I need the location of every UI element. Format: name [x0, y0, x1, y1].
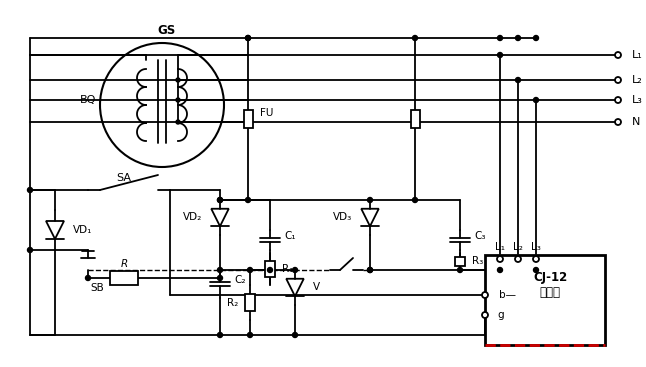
Text: GS: GS — [158, 23, 176, 36]
Circle shape — [534, 36, 539, 40]
Bar — [244, 110, 253, 128]
Circle shape — [267, 268, 273, 273]
Text: b—: b— — [499, 290, 516, 300]
Circle shape — [368, 197, 373, 203]
Circle shape — [218, 333, 222, 338]
Text: L₃: L₃ — [531, 242, 541, 252]
Circle shape — [247, 333, 253, 338]
Circle shape — [482, 312, 488, 318]
Text: VD₃: VD₃ — [333, 212, 352, 222]
Text: R₁: R₁ — [282, 264, 293, 274]
Circle shape — [28, 188, 32, 193]
Text: VD₂: VD₂ — [183, 212, 202, 222]
Circle shape — [413, 36, 417, 40]
Circle shape — [516, 77, 521, 83]
Circle shape — [615, 97, 621, 103]
Circle shape — [218, 276, 222, 280]
Circle shape — [293, 333, 298, 338]
Circle shape — [615, 52, 621, 58]
Text: BQ: BQ — [80, 95, 96, 105]
Bar — [410, 110, 419, 128]
Circle shape — [245, 36, 251, 40]
Circle shape — [245, 36, 251, 40]
Circle shape — [497, 268, 503, 273]
Circle shape — [176, 98, 180, 102]
Circle shape — [368, 268, 373, 273]
Bar — [110, 271, 138, 285]
Circle shape — [533, 256, 539, 262]
Circle shape — [534, 98, 539, 102]
Circle shape — [28, 247, 32, 252]
Circle shape — [247, 268, 253, 273]
Text: R₂: R₂ — [227, 298, 238, 308]
Bar — [265, 261, 275, 277]
Circle shape — [534, 268, 539, 273]
Circle shape — [293, 268, 298, 273]
Circle shape — [615, 77, 621, 83]
Text: 调节器: 调节器 — [539, 287, 561, 299]
Circle shape — [218, 268, 222, 273]
Circle shape — [516, 36, 521, 40]
Circle shape — [497, 36, 503, 40]
Circle shape — [497, 256, 503, 262]
Text: SA: SA — [116, 173, 132, 183]
Text: C₁: C₁ — [284, 231, 296, 241]
Text: g: g — [497, 310, 504, 320]
Text: R: R — [120, 259, 128, 269]
Circle shape — [457, 268, 463, 273]
Circle shape — [218, 197, 222, 203]
Text: L₁: L₁ — [495, 242, 505, 252]
Circle shape — [413, 197, 417, 203]
Bar — [485, 255, 605, 345]
Circle shape — [615, 119, 621, 125]
Circle shape — [176, 78, 180, 82]
Text: L₃: L₃ — [632, 95, 643, 105]
Text: N: N — [632, 117, 640, 127]
Circle shape — [245, 197, 251, 203]
Text: SB: SB — [90, 283, 104, 293]
Bar — [245, 294, 255, 311]
Text: CJ-12: CJ-12 — [533, 270, 567, 283]
Circle shape — [85, 276, 90, 280]
Circle shape — [218, 197, 222, 203]
Circle shape — [497, 52, 503, 58]
Text: FU: FU — [260, 108, 273, 118]
Text: V: V — [313, 283, 320, 292]
Text: R₃: R₃ — [472, 257, 483, 266]
Text: VD₁: VD₁ — [73, 225, 92, 235]
Bar — [455, 257, 465, 266]
Text: L₂: L₂ — [632, 75, 643, 85]
Circle shape — [482, 292, 488, 298]
Circle shape — [176, 120, 180, 124]
Circle shape — [515, 256, 521, 262]
Text: L₁: L₁ — [632, 50, 643, 60]
Text: L₂: L₂ — [513, 242, 523, 252]
Text: C₂: C₂ — [234, 275, 245, 285]
Text: C₃: C₃ — [474, 231, 486, 241]
Circle shape — [368, 268, 373, 273]
